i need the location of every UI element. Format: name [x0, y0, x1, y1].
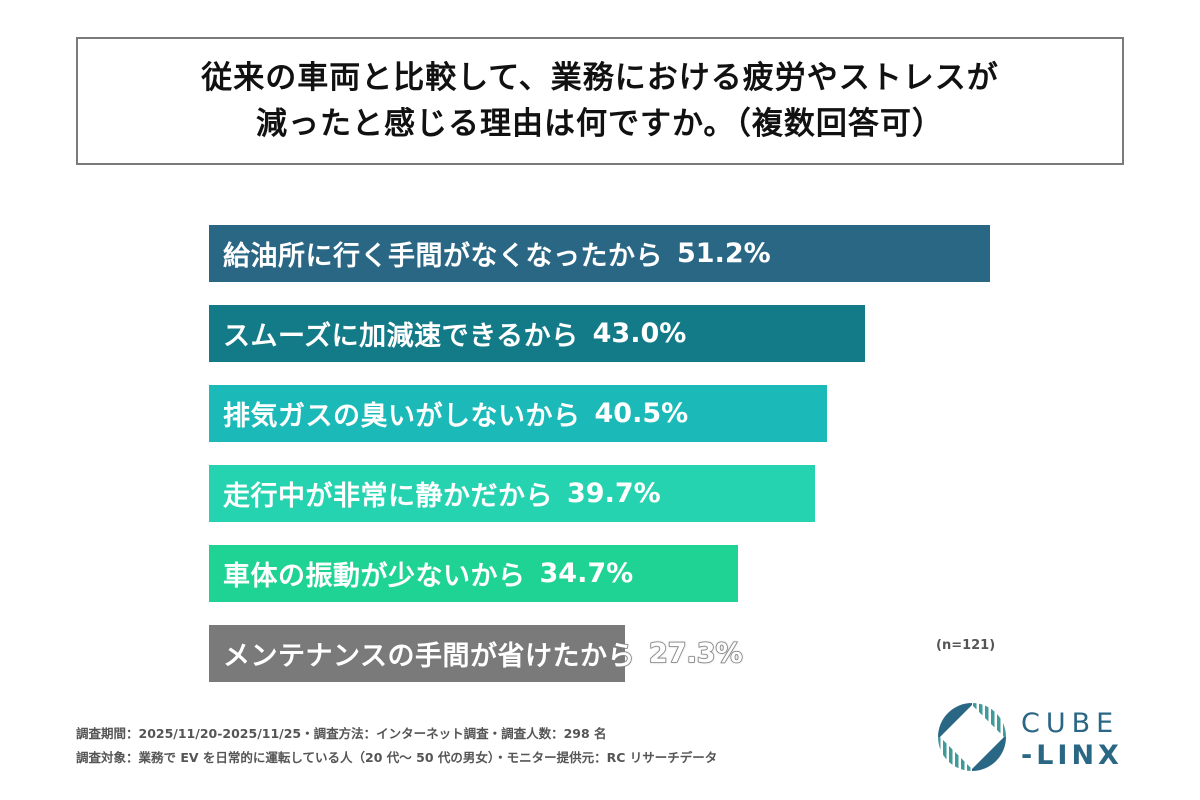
bar-less-vibration: 車体の振動が少ないから 34.7%: [209, 545, 738, 602]
bar-value: 40.5%: [594, 398, 689, 429]
bar-value: 27.3%: [648, 637, 743, 670]
chart-title-line-1: 従来の車両と比較して、業務における疲労やストレスが: [201, 60, 999, 96]
survey-period-note: 調査期間：2025/11/20-2025/11/25・調査方法：インターネット調…: [76, 726, 607, 741]
logo-text-linx: -LINX: [1021, 739, 1123, 771]
bar-label: 給油所に行く手間がなくなったから: [223, 241, 663, 272]
bar-value: 39.7%: [567, 478, 661, 509]
logo-text-cube: CUBE: [1021, 707, 1120, 739]
bar-value: 43.0%: [592, 318, 687, 349]
bar-quiet-driving: 走行中が非常に静かだから 39.7%: [209, 465, 815, 522]
bar-label: メンテナンスの手間が省けたから: [222, 640, 635, 673]
bar-label: 車体の振動が少ないから: [223, 561, 526, 592]
logo-mark-icon: [937, 702, 1007, 776]
bar-label: 走行中が非常に静かだから: [223, 481, 553, 512]
bar-refuel: 給油所に行く手間がなくなったから 51.2%: [209, 225, 990, 282]
sample-size-note: (n=121): [936, 638, 996, 653]
survey-target-note: 調査対象：業務で EV を日常的に運転している人（20 代～ 50 代の男女）・…: [76, 750, 718, 765]
cube-linx-logo: CUBE -LINX: [937, 702, 1123, 776]
bar-less-maintenance: メンテナンスの手間が省けたから 27.3%: [209, 625, 743, 682]
chart-title-box: 従来の車両と比較して、業務における疲労やストレスが 減ったと感じる理由は何ですか…: [76, 37, 1124, 165]
bar-smooth-acceleration: スムーズに加減速できるから 43.0%: [209, 305, 865, 362]
bar-label: スムーズに加減速できるから: [223, 321, 579, 352]
bar-label: 排気ガスの臭いがしないから: [223, 401, 581, 432]
bar-value: 34.7%: [539, 558, 634, 589]
bar-no-exhaust-smell: 排気ガスの臭いがしないから 40.5%: [209, 385, 827, 442]
chart-title-line-2: 減ったと感じる理由は何ですか。（複数回答可）: [256, 106, 944, 142]
bar-value: 51.2%: [677, 238, 771, 269]
